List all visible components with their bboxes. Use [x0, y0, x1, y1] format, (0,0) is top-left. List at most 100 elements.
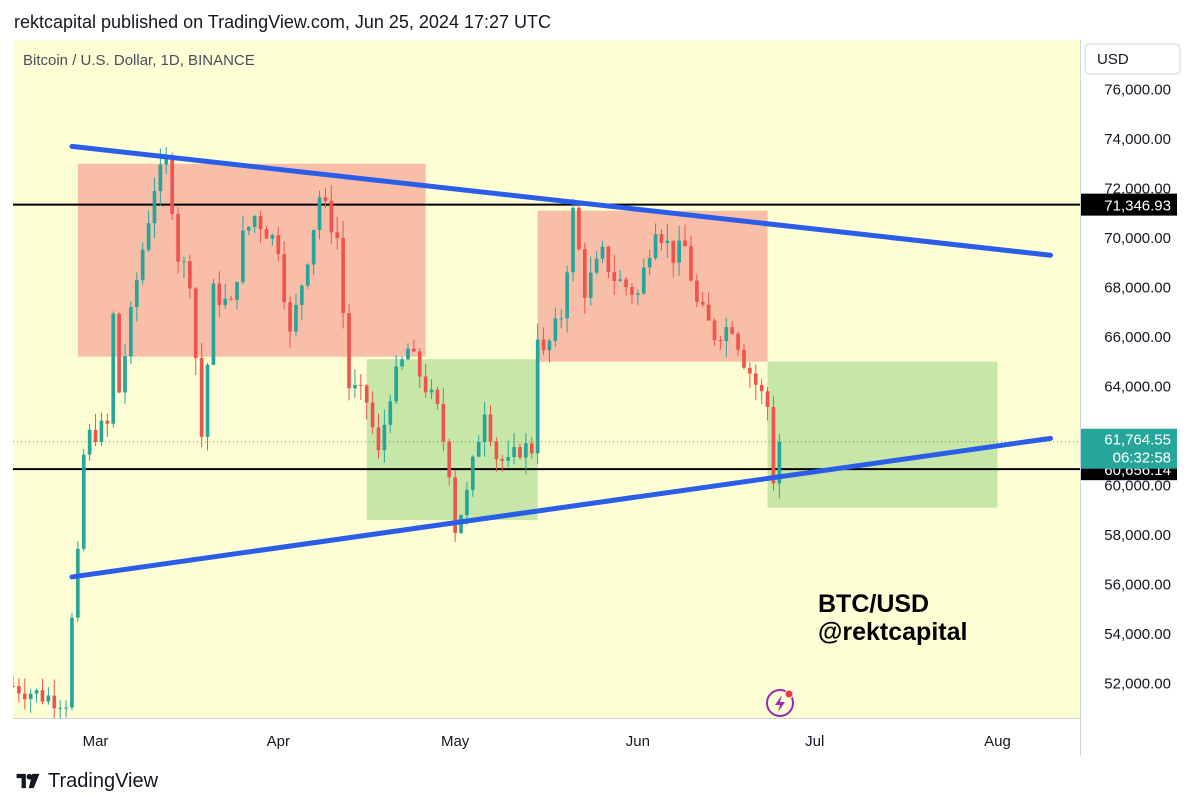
lower-ascending-trendline[interactable]	[69, 435, 1054, 580]
candle	[140, 242, 145, 285]
candle	[64, 700, 68, 718]
candle	[87, 423, 92, 461]
y-tick-label: 54,000.00	[1104, 626, 1171, 643]
candle	[81, 448, 86, 552]
candle-body	[647, 258, 652, 268]
candle	[582, 242, 587, 314]
candle	[630, 282, 634, 304]
candle-body	[158, 164, 163, 192]
candle-body	[199, 358, 204, 437]
level-badge-bg	[1081, 193, 1177, 216]
candle	[34, 688, 39, 703]
candle	[547, 338, 552, 363]
annotation-pair: BTC/USD	[818, 590, 929, 618]
plot-area[interactable]	[13, 143, 1080, 725]
candle-body	[22, 693, 27, 700]
candle	[553, 307, 558, 347]
candle-body	[176, 213, 180, 262]
candle-body	[205, 364, 210, 437]
candle	[742, 344, 746, 370]
candle	[182, 256, 186, 279]
candle-body	[524, 443, 528, 458]
currency-button[interactable]: USD	[1084, 43, 1181, 75]
candle-body	[305, 264, 310, 286]
tradingview-footer[interactable]: TradingView	[14, 768, 158, 794]
candle-body	[46, 695, 51, 702]
green-zone-july	[767, 361, 998, 508]
lightning-bolt-icon[interactable]	[766, 689, 794, 717]
candle-body	[282, 254, 286, 303]
candle	[40, 678, 45, 705]
candle	[494, 437, 499, 472]
candle-body	[129, 307, 133, 357]
y-tick-label: 56,000.00	[1104, 576, 1171, 593]
candle	[99, 412, 104, 447]
candle	[659, 228, 664, 251]
candle	[364, 384, 369, 420]
candle	[46, 687, 51, 705]
candle-body	[317, 197, 322, 230]
candle-body	[388, 401, 393, 425]
candle-body	[323, 197, 328, 201]
candle-body	[447, 441, 452, 478]
level-badge-1: 71,346.93	[1081, 193, 1177, 216]
candle	[506, 440, 511, 468]
upper-descending-trendline[interactable]	[69, 143, 1054, 258]
candle	[241, 215, 245, 285]
lightning-bolt	[775, 695, 785, 712]
candle	[246, 226, 251, 236]
candle-body	[624, 279, 628, 288]
candle	[736, 331, 740, 356]
candle-body	[193, 288, 198, 359]
candle-body	[577, 207, 581, 250]
candle	[400, 356, 404, 370]
candle-body	[353, 384, 357, 389]
candle-body	[406, 348, 410, 360]
candle	[565, 265, 569, 333]
candle	[376, 413, 381, 459]
x-tick-label: Mar	[83, 733, 109, 750]
price-axis-background	[1080, 40, 1189, 756]
candle	[470, 454, 475, 497]
notification-dot	[784, 689, 794, 699]
candle-body	[736, 333, 740, 350]
candle-body	[211, 283, 216, 365]
candle-body	[753, 373, 758, 385]
candle	[641, 258, 646, 295]
candle	[465, 482, 469, 525]
candle	[117, 312, 121, 394]
candle	[300, 284, 304, 321]
candle-body	[765, 391, 770, 408]
candle	[311, 229, 316, 275]
candle-body	[694, 280, 699, 302]
candle	[22, 678, 27, 710]
candle	[718, 335, 723, 350]
candle	[435, 386, 440, 410]
candle	[199, 342, 204, 448]
candle	[559, 308, 564, 329]
candle-body	[588, 272, 593, 298]
candle-body	[653, 234, 658, 259]
candle-body	[500, 459, 505, 461]
candle-body	[70, 617, 74, 708]
candle-body	[553, 318, 558, 341]
candle	[524, 433, 528, 475]
candle	[429, 379, 434, 400]
candle	[282, 240, 286, 310]
candle-body	[229, 298, 233, 300]
candle	[252, 214, 257, 234]
candle	[335, 216, 340, 250]
candle	[577, 201, 581, 251]
candle	[636, 289, 640, 305]
candle	[58, 700, 62, 718]
red-zone-march	[77, 163, 426, 357]
btc-price-chart[interactable]: Bitcoin / U.S. Dollar, 1D, BINANCE BTC/US…	[13, 40, 1189, 756]
candle	[488, 405, 493, 447]
candle	[146, 210, 151, 253]
candle-body	[423, 376, 428, 393]
candle	[134, 272, 139, 322]
candle	[329, 185, 334, 244]
published-header: rektcapital published on TradingView.com…	[14, 12, 551, 32]
candle-body	[370, 402, 375, 428]
candle-body	[164, 158, 169, 165]
